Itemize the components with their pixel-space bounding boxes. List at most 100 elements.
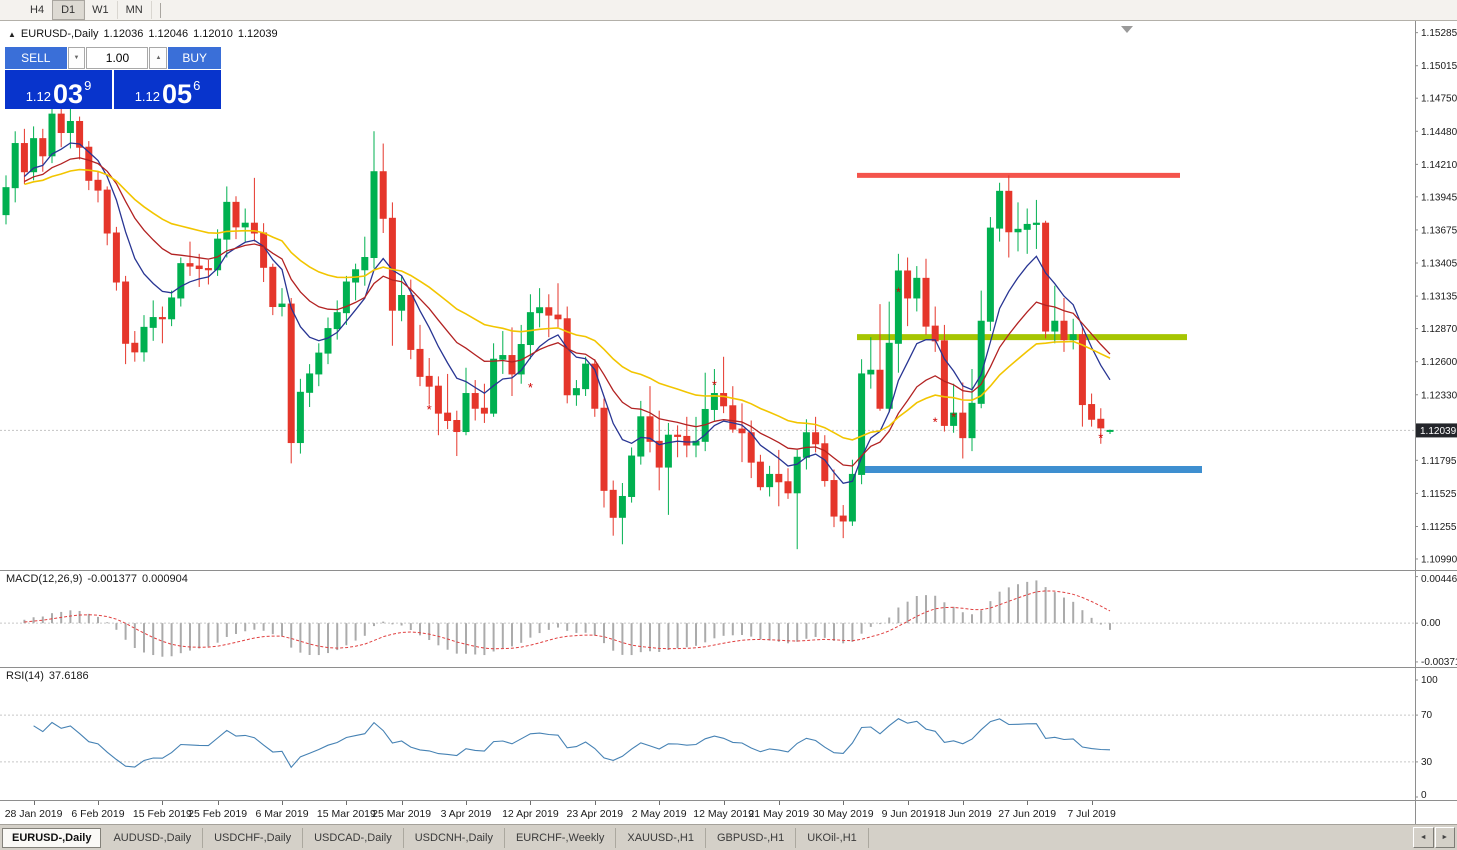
price-axis: 1.15285 1.15015 1.14750 1.14480 1.14210 1.139… — [1415, 28, 1457, 565]
chart-tab-usdcad-daily[interactable]: USDCAD-,Daily — [303, 827, 404, 848]
date-label: 23 Apr 2019 — [566, 808, 624, 820]
candles — [2, 92, 1114, 550]
svg-text:1.12330: 1.12330 — [1421, 390, 1457, 401]
sell-button[interactable]: SELL — [5, 47, 67, 69]
date-tick — [530, 801, 532, 805]
date-label: 30 May 2019 — [812, 808, 874, 820]
date-tick — [401, 801, 403, 805]
chart-tab-usdcnh-daily[interactable]: USDCNH-,Daily — [404, 827, 505, 848]
volume-input[interactable] — [86, 47, 149, 69]
symbol-label: EURUSD-,Daily — [20, 28, 99, 40]
date-tick — [98, 801, 99, 805]
signal-marker-icon: * — [1098, 430, 1103, 445]
volume-decrease-stepper[interactable]: ▼ — [67, 47, 86, 69]
chart-tab-gbpusd-h1[interactable]: GBPUSD-,H1 — [706, 827, 797, 848]
axis-corner-divider — [1415, 801, 1416, 824]
date-tick — [466, 801, 467, 805]
sell-price-box[interactable]: 1.12 03 9 — [5, 70, 112, 109]
ohlc-low: 1.12010 — [193, 28, 233, 40]
macd-signal-line — [24, 590, 1111, 650]
sell-price-pip: 9 — [84, 78, 92, 93]
svg-text:1.11525: 1.11525 — [1421, 489, 1457, 500]
sell-price-main: 03 — [53, 79, 84, 109]
rsi-panel[interactable]: 100 70 30 0 — [0, 668, 1457, 800]
ma-mid[interactable] — [24, 157, 1111, 467]
svg-text:1.12870: 1.12870 — [1421, 324, 1457, 335]
date-tick — [659, 801, 661, 805]
svg-text:1.14210: 1.14210 — [1421, 160, 1457, 171]
date-tick — [217, 801, 219, 805]
chart-title: ▲ EURUSD-,Daily 1.12036 1.12046 1.12010 … — [8, 28, 278, 40]
svg-text:1.13945: 1.13945 — [1421, 192, 1457, 203]
date-tick — [594, 801, 596, 805]
timeframe-h4[interactable]: H4 — [22, 1, 54, 19]
svg-text:1.12600: 1.12600 — [1421, 357, 1457, 368]
ohlc-high: 1.12046 — [148, 28, 189, 40]
toolbar-divider — [159, 2, 161, 18]
signal-marker-icon: * — [933, 414, 938, 429]
rsi-label: RSI(14) 37.6186 — [6, 670, 89, 682]
chart-tab-audusd-daily[interactable]: AUDUSD-,Daily — [102, 827, 204, 848]
date-label: 2 May 2019 — [631, 808, 687, 820]
buy-price-pip: 6 — [193, 78, 201, 93]
svg-text:1.10990: 1.10990 — [1421, 554, 1457, 565]
autoscroll-marker-icon[interactable] — [1121, 26, 1133, 33]
timeframe-w1[interactable]: W1 — [84, 1, 118, 19]
signal-marker-icon: * — [712, 378, 717, 393]
buy-price-box[interactable]: 1.12 05 6 — [114, 70, 221, 109]
macd-panel[interactable]: 0.004465 0.00 -0.003715 — [0, 571, 1457, 667]
ohlc-close: 1.12039 — [237, 28, 278, 40]
current-price-badge-text: 1.12039 — [1420, 426, 1457, 437]
rsi-value: 37.6186 — [48, 670, 89, 682]
chart-tab-usdchf-daily[interactable]: USDCHF-,Daily — [203, 827, 304, 848]
rsi-line — [33, 718, 1111, 769]
svg-text:1.15285: 1.15285 — [1421, 28, 1457, 39]
chevron-down-icon: ▼ — [73, 55, 80, 61]
tab-scrollbar: ◄ ► — [1413, 825, 1457, 849]
macd-value-main: -0.001377 — [87, 573, 137, 585]
current-price-badge — [1416, 423, 1457, 438]
svg-text:30: 30 — [1421, 757, 1433, 768]
date-tick — [1091, 801, 1093, 805]
ma-slow[interactable] — [24, 168, 1111, 441]
panel-separator[interactable] — [0, 570, 1457, 571]
date-label: 25 Feb 2019 — [188, 808, 248, 820]
date-axis-line — [0, 800, 1457, 801]
chart-tab-xauusd-h1[interactable]: XAUUSD-,H1 — [616, 827, 706, 848]
svg-text:0.004465: 0.004465 — [1421, 574, 1457, 585]
panel-separator[interactable] — [0, 667, 1457, 668]
date-label: 9 Jun 2019 — [881, 808, 934, 820]
svg-text:1.13135: 1.13135 — [1421, 292, 1457, 303]
timeframe-d1[interactable]: D1 — [52, 0, 86, 20]
date-tick — [162, 801, 164, 805]
timeframe-mn[interactable]: MN — [118, 1, 152, 19]
chart-tab-bar: EURUSD-,Daily AUDUSD-,Daily USDCHF-,Daily U… — [0, 824, 1457, 850]
rsi-name: RSI(14) — [6, 670, 44, 682]
date-label: 7 Jul 2019 — [1067, 808, 1116, 820]
date-label: 28 Jan 2019 — [4, 808, 63, 820]
svg-text:1.13405: 1.13405 — [1421, 259, 1457, 270]
macd-value-signal: 0.000904 — [141, 573, 188, 585]
date-label: 21 May 2019 — [748, 808, 810, 820]
chart-tab-ukoil-h1[interactable]: UKOil-,H1 — [796, 827, 869, 848]
date-label: 3 Apr 2019 — [440, 808, 492, 820]
date-label: 15 Feb 2019 — [132, 808, 192, 820]
svg-text:-0.003715: -0.003715 — [1421, 657, 1457, 667]
signal-marker-icon: * — [896, 285, 901, 300]
date-tick — [843, 801, 845, 805]
tab-scroll-right-button[interactable]: ► — [1434, 826, 1455, 848]
chart-tab-eurusd-daily[interactable]: EURUSD-,Daily — [2, 827, 102, 848]
date-label: 27 Jun 2019 — [998, 808, 1057, 820]
panel-collapse-icon[interactable]: ▲ — [8, 29, 16, 39]
price-chart[interactable]: * * * * * * * 1.15285 1.15015 1.14750 1.14480 1.142… — [0, 21, 1457, 570]
volume-increase-stepper[interactable]: ▲ — [149, 47, 168, 69]
date-label: 12 May 2019 — [693, 808, 754, 820]
buy-button[interactable]: BUY — [168, 47, 221, 69]
ohlc-open: 1.12036 — [103, 28, 144, 40]
tab-scroll-left-button[interactable]: ◄ — [1413, 826, 1434, 848]
sell-price-prefix: 1.12 — [25, 89, 52, 104]
macd-histogram — [23, 580, 1111, 657]
date-label: 25 Mar 2019 — [372, 808, 432, 820]
chart-tab-eurchf-weekly[interactable]: EURCHF-,Weekly — [505, 827, 617, 848]
date-tick — [33, 801, 35, 805]
